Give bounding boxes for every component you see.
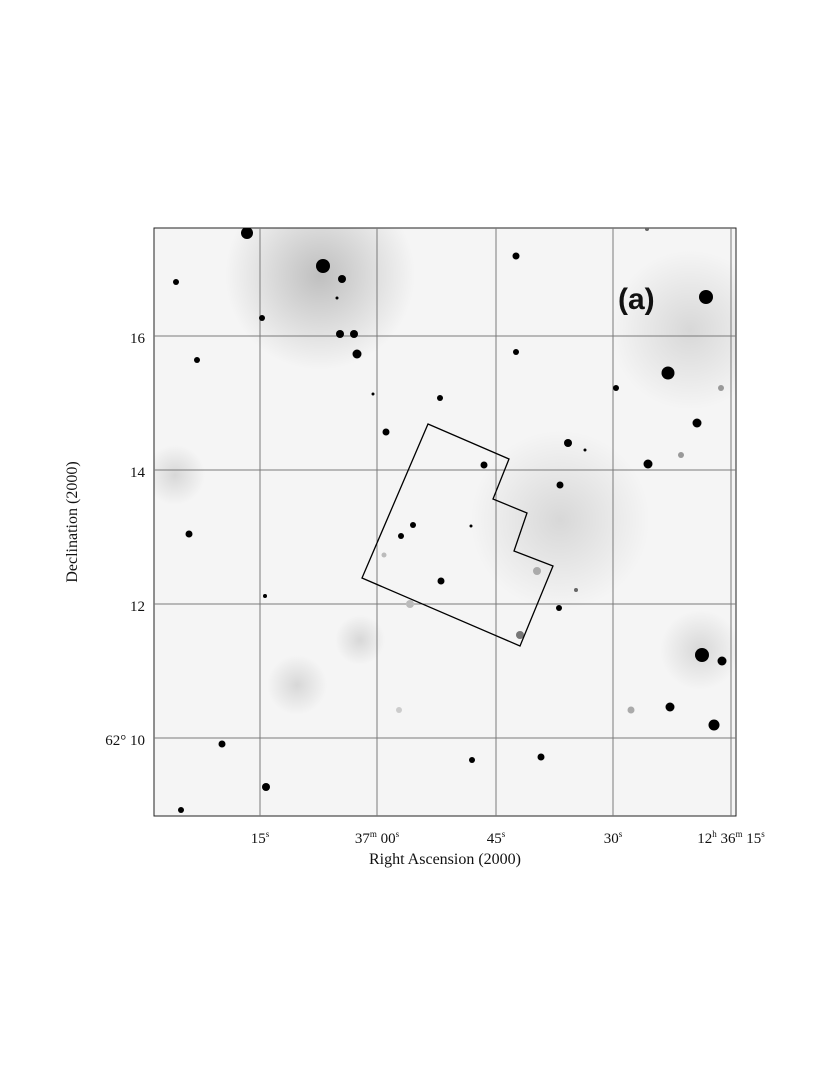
source: [613, 385, 619, 391]
y-tick-labels: 16 14 12 62° 10: [105, 331, 145, 749]
source: [381, 552, 387, 558]
source: [410, 522, 416, 528]
source: [708, 719, 720, 731]
source: [469, 524, 473, 528]
source: [661, 366, 675, 380]
source: [556, 605, 562, 611]
source: [437, 577, 445, 585]
source: [396, 707, 402, 713]
x-tick-label: 45s: [487, 829, 506, 847]
source: [382, 428, 390, 436]
source: [564, 439, 572, 447]
source: [218, 740, 226, 748]
source: [718, 385, 724, 391]
x-tick-label: 12h 36m 15s: [697, 829, 765, 847]
source: [480, 461, 488, 469]
source: [352, 349, 362, 359]
source: [437, 395, 443, 401]
source: [194, 357, 200, 363]
source: [259, 315, 265, 321]
source: [241, 228, 253, 239]
y-tick-label: 16: [130, 331, 146, 347]
source: [512, 252, 520, 260]
source: [645, 228, 649, 231]
source: [316, 259, 330, 273]
x-tick-label: 15s: [251, 829, 270, 847]
source: [533, 567, 541, 575]
source: [583, 448, 587, 452]
x-tick-label: 37m 00s: [355, 829, 400, 847]
source-list: [173, 228, 727, 813]
source: [350, 330, 358, 338]
x-tick-label: 30s: [604, 829, 623, 847]
source: [643, 459, 653, 469]
source: [513, 349, 519, 355]
source: [185, 530, 193, 538]
source: [371, 392, 375, 396]
source: [406, 600, 414, 608]
source: [717, 656, 727, 666]
source: [556, 481, 564, 489]
source: [692, 418, 702, 428]
source: [398, 533, 404, 539]
source: [627, 706, 635, 714]
source: [262, 783, 270, 791]
source: [338, 275, 346, 283]
y-tick-label: 14: [130, 465, 146, 481]
source: [699, 290, 713, 304]
source: [178, 807, 184, 813]
source: [665, 702, 675, 712]
survey-footprint-outline: [361, 423, 554, 647]
source: [537, 753, 545, 761]
source: [574, 588, 578, 592]
panel-label: (a): [618, 283, 655, 316]
source: [695, 648, 709, 662]
source: [516, 631, 524, 639]
source: [469, 757, 475, 763]
coordinate-grid: [154, 228, 736, 816]
source: [336, 330, 344, 338]
source: [335, 296, 339, 300]
y-tick-label: 12: [130, 599, 145, 615]
x-tick-labels: 15s 37m 00s 45s 30s 12h 36m 15s: [251, 829, 766, 847]
source: [173, 279, 179, 285]
y-axis-title: Declination (2000): [64, 461, 81, 582]
source: [678, 452, 684, 458]
source: [263, 594, 267, 598]
x-axis-title: Right Ascension (2000): [369, 851, 521, 868]
image-field: [153, 227, 737, 817]
y-tick-label: 62° 10: [105, 733, 145, 749]
